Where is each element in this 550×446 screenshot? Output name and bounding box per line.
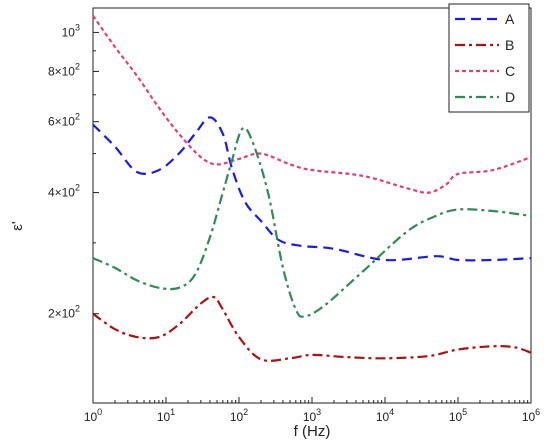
ticks: 100 101 102 103 104 105 106 2×102 4×102 6×102 8×10… xyxy=(48,22,540,424)
x-tick-label: 104 xyxy=(376,407,394,424)
x-tick-label: 101 xyxy=(157,407,175,424)
y-axis-label: ε' xyxy=(9,221,26,231)
y-tick-label: 2×102 xyxy=(48,304,80,321)
x-tick-label: 102 xyxy=(230,407,248,424)
y-tick-label: 8×102 xyxy=(48,61,80,78)
series-lines xyxy=(92,15,532,362)
series-line-a xyxy=(92,116,532,262)
legend-label-b: B xyxy=(505,37,514,53)
x-tick-label: 106 xyxy=(522,407,540,424)
y-tick-label: 103 xyxy=(62,22,80,39)
x-tick-label: 100 xyxy=(84,407,102,424)
x-axis-label: f (Hz) xyxy=(294,423,331,440)
legend-label-a: A xyxy=(505,11,515,27)
y-tick-label: 4×102 xyxy=(48,183,80,200)
series-line-c xyxy=(92,15,532,194)
series-line-b xyxy=(92,295,532,362)
y-tick-label: 6×102 xyxy=(48,112,80,129)
legend-box xyxy=(448,3,530,113)
series-line-d xyxy=(92,126,532,318)
x-tick-label: 105 xyxy=(449,407,467,424)
legend-label-c: C xyxy=(505,63,515,79)
legend-label-d: D xyxy=(505,89,515,105)
x-tick-label: 103 xyxy=(303,407,321,424)
